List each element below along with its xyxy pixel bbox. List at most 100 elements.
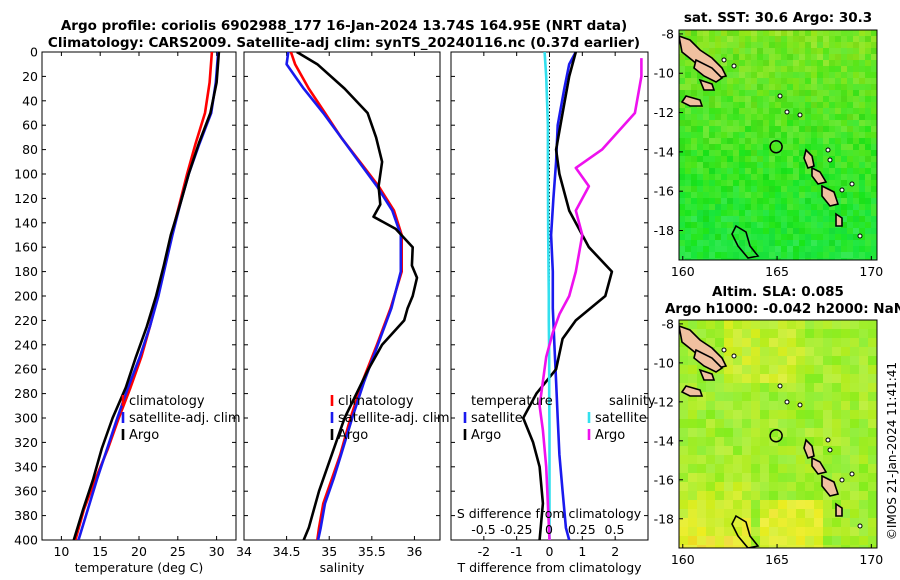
- legend-label: satellite: [595, 411, 647, 426]
- y-tick-label: 80: [22, 142, 38, 157]
- map-cell: [697, 120, 704, 127]
- map-cell: [733, 60, 740, 67]
- series-line-salinity-satellite: [543, 52, 551, 540]
- map-cell: [859, 320, 869, 330]
- map-cell: [853, 84, 860, 91]
- map-cell: [688, 482, 698, 492]
- map-cell: [691, 132, 698, 139]
- map-cell: [751, 36, 758, 43]
- y-tick-label: 0: [30, 45, 38, 60]
- map-cell: [859, 102, 866, 109]
- map-cell: [679, 126, 686, 133]
- map-cell: [799, 144, 806, 151]
- map-cell: [757, 84, 764, 91]
- map-cell: [796, 383, 806, 393]
- map-cell: [805, 464, 815, 474]
- map-cell: [715, 84, 722, 91]
- map-cell: [823, 401, 833, 411]
- y-tick-label: 140: [14, 215, 38, 230]
- map-cell: [796, 536, 806, 546]
- map-cell: [787, 132, 794, 139]
- map-cell: [793, 156, 800, 163]
- map-cell: [817, 192, 824, 199]
- map-cell: [769, 482, 779, 492]
- x-tick-label: 25: [170, 544, 186, 559]
- map-cell: [760, 464, 770, 474]
- map-cell: [724, 410, 734, 420]
- map-cell: [709, 174, 716, 181]
- map-cell: [745, 114, 752, 121]
- islet-outline: [797, 112, 803, 118]
- map-cell: [727, 48, 734, 55]
- map-cell: [757, 234, 764, 241]
- map-cell: [787, 84, 794, 91]
- map-cell: [733, 204, 740, 211]
- map-cell: [745, 90, 752, 97]
- map-cell: [715, 509, 725, 519]
- map-cell: [787, 491, 797, 501]
- series-group: [285, 52, 419, 540]
- map-cell: [769, 30, 776, 37]
- map-cell: [691, 78, 698, 85]
- map-cell: [763, 30, 770, 37]
- map-cell: [697, 90, 704, 97]
- map-cell: [751, 204, 758, 211]
- map-cell: [715, 48, 722, 55]
- map-cell: [763, 216, 770, 223]
- map-cell: [715, 54, 722, 61]
- map-cell: [733, 138, 740, 145]
- map-cell: [805, 90, 812, 97]
- map-cell: [742, 401, 752, 411]
- map-cell: [793, 102, 800, 109]
- map-cell: [787, 500, 797, 510]
- map-cell: [835, 240, 842, 247]
- map-cell: [757, 174, 764, 181]
- map-cell: [721, 102, 728, 109]
- map-cell: [811, 186, 818, 193]
- map-cell: [769, 114, 776, 121]
- map-cell: [733, 329, 743, 339]
- map-cell: [868, 509, 877, 519]
- map-cell: [832, 464, 842, 474]
- map-cell: [763, 186, 770, 193]
- map-cell: [757, 210, 764, 217]
- map-cell: [799, 126, 806, 133]
- map-cell: [868, 320, 877, 330]
- map-cell: [757, 258, 764, 260]
- map-cell: [823, 374, 833, 384]
- map-cell: [811, 42, 818, 49]
- map-cell: [745, 174, 752, 181]
- map-cell: [760, 536, 770, 546]
- map-cell: [805, 482, 815, 492]
- map-cell: [760, 410, 770, 420]
- map-cell: [832, 446, 842, 456]
- map-cell: [829, 150, 836, 157]
- map-cell: [769, 168, 776, 175]
- y-tick-label: 160: [14, 240, 38, 255]
- map-cell: [799, 72, 806, 79]
- map-cell: [697, 84, 704, 91]
- map-cell: [841, 252, 848, 259]
- map-cell: [697, 446, 707, 456]
- legend-label: satellite: [471, 411, 523, 426]
- map-cell: [817, 204, 824, 211]
- map-cell: [733, 84, 740, 91]
- map-cell: [697, 473, 707, 483]
- map-cell: [685, 198, 692, 205]
- map-cell: [787, 66, 794, 73]
- map-cell: [841, 527, 851, 537]
- map-cell: [832, 320, 842, 330]
- map-cell: [733, 144, 740, 151]
- map-cell: [853, 228, 860, 235]
- map-cell: [775, 174, 782, 181]
- map-cell: [769, 329, 779, 339]
- map-cell: [835, 192, 842, 199]
- map-cell: [829, 66, 836, 73]
- map-cell: [805, 518, 815, 528]
- legend-label: Argo: [129, 428, 159, 443]
- islet-outline: [827, 157, 833, 163]
- map-cell: [787, 365, 797, 375]
- map-cell: [859, 78, 866, 85]
- map-cell: [715, 246, 722, 253]
- map-cell: [787, 192, 794, 199]
